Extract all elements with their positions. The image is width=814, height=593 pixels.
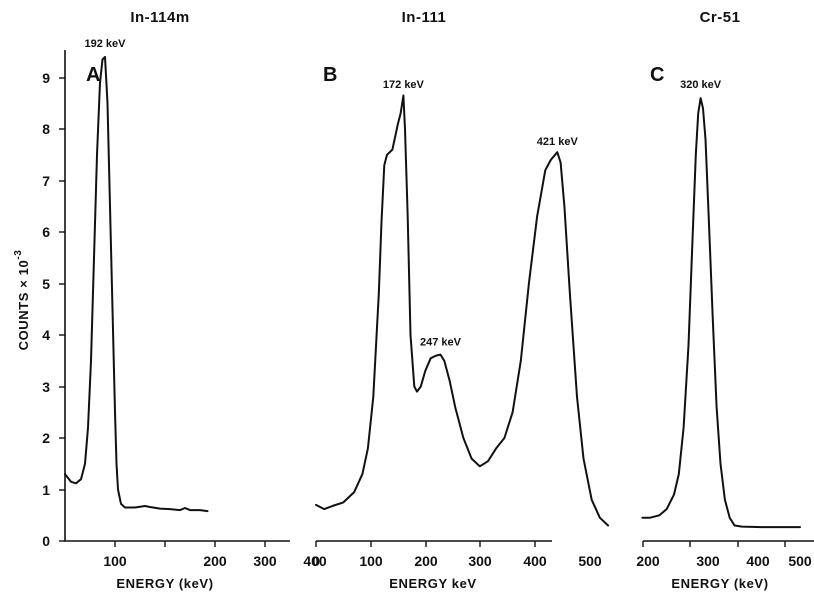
x-tick-label: 400 bbox=[523, 553, 547, 569]
x-tick-label: 500 bbox=[578, 553, 602, 569]
panel-a: In-114m A 100 200 300 400 ENERGY (keV) bbox=[59, 9, 327, 591]
panel-a-x-axis-label: ENERGY (keV) bbox=[116, 576, 213, 591]
panel-a-peak-label: 192 keV bbox=[85, 38, 127, 50]
x-tick-label: 100 bbox=[359, 553, 383, 569]
panel-b-peak-label: 247 keV bbox=[420, 337, 462, 349]
panel-b-x-axis-label: ENERGY keV bbox=[389, 576, 476, 591]
panel-b-x-ticks: 0 100 200 300 400 500 bbox=[312, 541, 602, 569]
panel-a-letter: A bbox=[86, 64, 100, 86]
panel-c-spectrum-line bbox=[641, 97, 801, 529]
x-tick-label: 100 bbox=[103, 553, 127, 569]
panel-b: In-111 B 0 100 200 300 400 500 ENERGY ke… bbox=[312, 9, 610, 591]
y-tick-label: 6 bbox=[42, 224, 50, 240]
panel-a-title: In-114m bbox=[130, 9, 189, 26]
y-axis-label: COUNTS × 10-3 bbox=[13, 250, 31, 351]
x-tick-label: 200 bbox=[203, 553, 227, 569]
panel-a-y-ticks bbox=[59, 77, 65, 542]
panel-c-letter: C bbox=[650, 64, 664, 86]
x-tick-label: 200 bbox=[414, 553, 438, 569]
panel-c-x-ticks: 200 300 400 500 bbox=[636, 541, 812, 569]
x-tick-label: 0 bbox=[312, 553, 320, 569]
y-tick-label: 1 bbox=[42, 482, 50, 498]
panel-b-peak-label: 421 keV bbox=[537, 136, 579, 148]
y-axis-label-exponent: -3 bbox=[13, 250, 24, 260]
panel-a-x-ticks: 100 200 300 400 bbox=[103, 541, 327, 569]
y-tick-label: 2 bbox=[42, 430, 50, 446]
panel-c: Cr-51 C 200 300 400 500 ENERGY (keV) 320… bbox=[636, 9, 814, 591]
panel-b-spectrum-line bbox=[315, 94, 610, 527]
panel-b-letter: B bbox=[323, 64, 337, 86]
y-tick-label: 0 bbox=[42, 533, 50, 549]
x-tick-label: 400 bbox=[303, 553, 327, 569]
panel-b-peak-label: 172 keV bbox=[383, 79, 425, 91]
x-tick-label: 400 bbox=[746, 553, 770, 569]
panel-c-title: Cr-51 bbox=[700, 9, 741, 26]
x-tick-label: 200 bbox=[636, 553, 660, 569]
y-tick-label: 7 bbox=[42, 173, 50, 189]
y-tick-label: 5 bbox=[42, 276, 50, 292]
panel-c-x-axis-label: ENERGY (keV) bbox=[671, 576, 768, 591]
y-tick-labels: 0 1 2 3 4 5 6 7 8 9 bbox=[42, 70, 50, 549]
y-tick-label: 9 bbox=[42, 70, 50, 86]
panel-a-spectrum-line bbox=[64, 55, 209, 513]
x-tick-label: 300 bbox=[696, 553, 720, 569]
y-tick-label: 4 bbox=[42, 327, 50, 343]
y-tick-label: 3 bbox=[42, 379, 50, 395]
panel-b-title: In-111 bbox=[402, 9, 447, 26]
x-tick-label: 500 bbox=[788, 553, 812, 569]
x-tick-label: 300 bbox=[253, 553, 277, 569]
y-tick-label: 8 bbox=[42, 121, 50, 137]
x-tick-label: 300 bbox=[468, 553, 492, 569]
y-axis-label-text: COUNTS × 10 bbox=[16, 260, 31, 351]
panel-c-peak-label: 320 keV bbox=[680, 79, 722, 91]
